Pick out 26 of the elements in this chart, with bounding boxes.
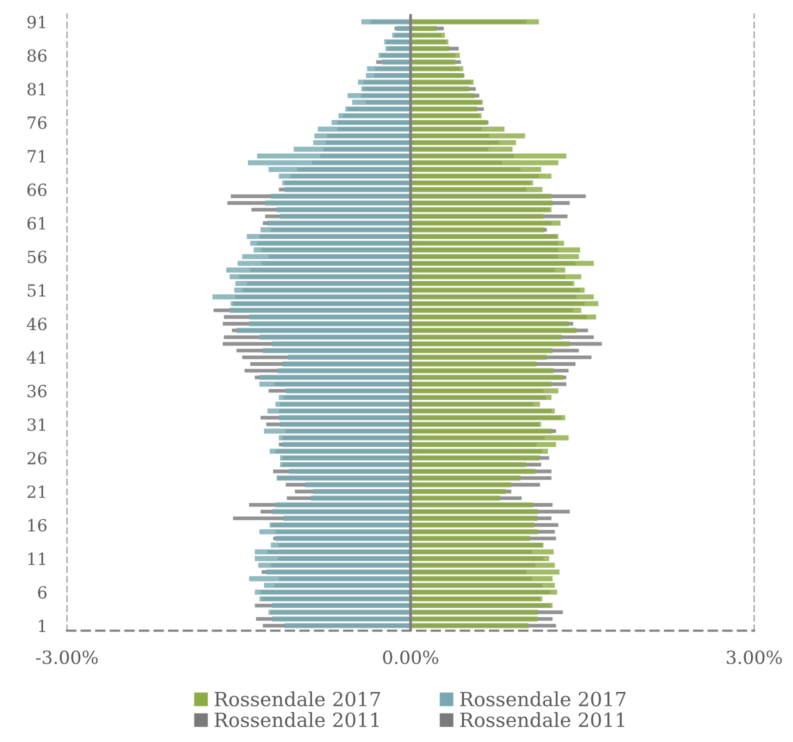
y-tick-label: 46 xyxy=(26,318,47,330)
y-tick-label: 26 xyxy=(27,452,47,464)
y-tick-label: 16 xyxy=(28,518,47,532)
y-tick-label: 61 xyxy=(27,217,46,230)
y-tick-label: 1 xyxy=(38,620,46,632)
x-tick-label: 0.00% xyxy=(383,650,438,664)
legend-label: Rossendale 2017 xyxy=(460,691,626,706)
y-tick-label: 31 xyxy=(28,418,46,431)
legend-label: Rossendale 2017 xyxy=(214,691,380,706)
y-tick-label: 56 xyxy=(28,250,47,264)
x-tick-label: -3.00% xyxy=(36,650,98,664)
y-tick-label: 41 xyxy=(26,351,46,364)
y-tick-label: 11 xyxy=(28,552,46,565)
legend-label: Rossendale 2011 xyxy=(460,712,624,728)
y-tick-label: 91 xyxy=(27,16,46,28)
y-tick-label: 76 xyxy=(28,116,47,130)
y-tick-label: 71 xyxy=(28,150,46,162)
legend-label: Rossendale 2011 xyxy=(214,712,379,728)
y-tick-label: 36 xyxy=(28,384,47,398)
y-tick-label: 86 xyxy=(27,49,47,62)
y-tick-label: 21 xyxy=(27,485,46,498)
y-tick-label: 81 xyxy=(27,82,46,96)
y-tick-label: 66 xyxy=(27,184,47,196)
y-tick-label: 51 xyxy=(28,284,46,297)
y-tick-label: 6 xyxy=(38,586,47,599)
x-tick-label: 3.00% xyxy=(726,650,782,664)
